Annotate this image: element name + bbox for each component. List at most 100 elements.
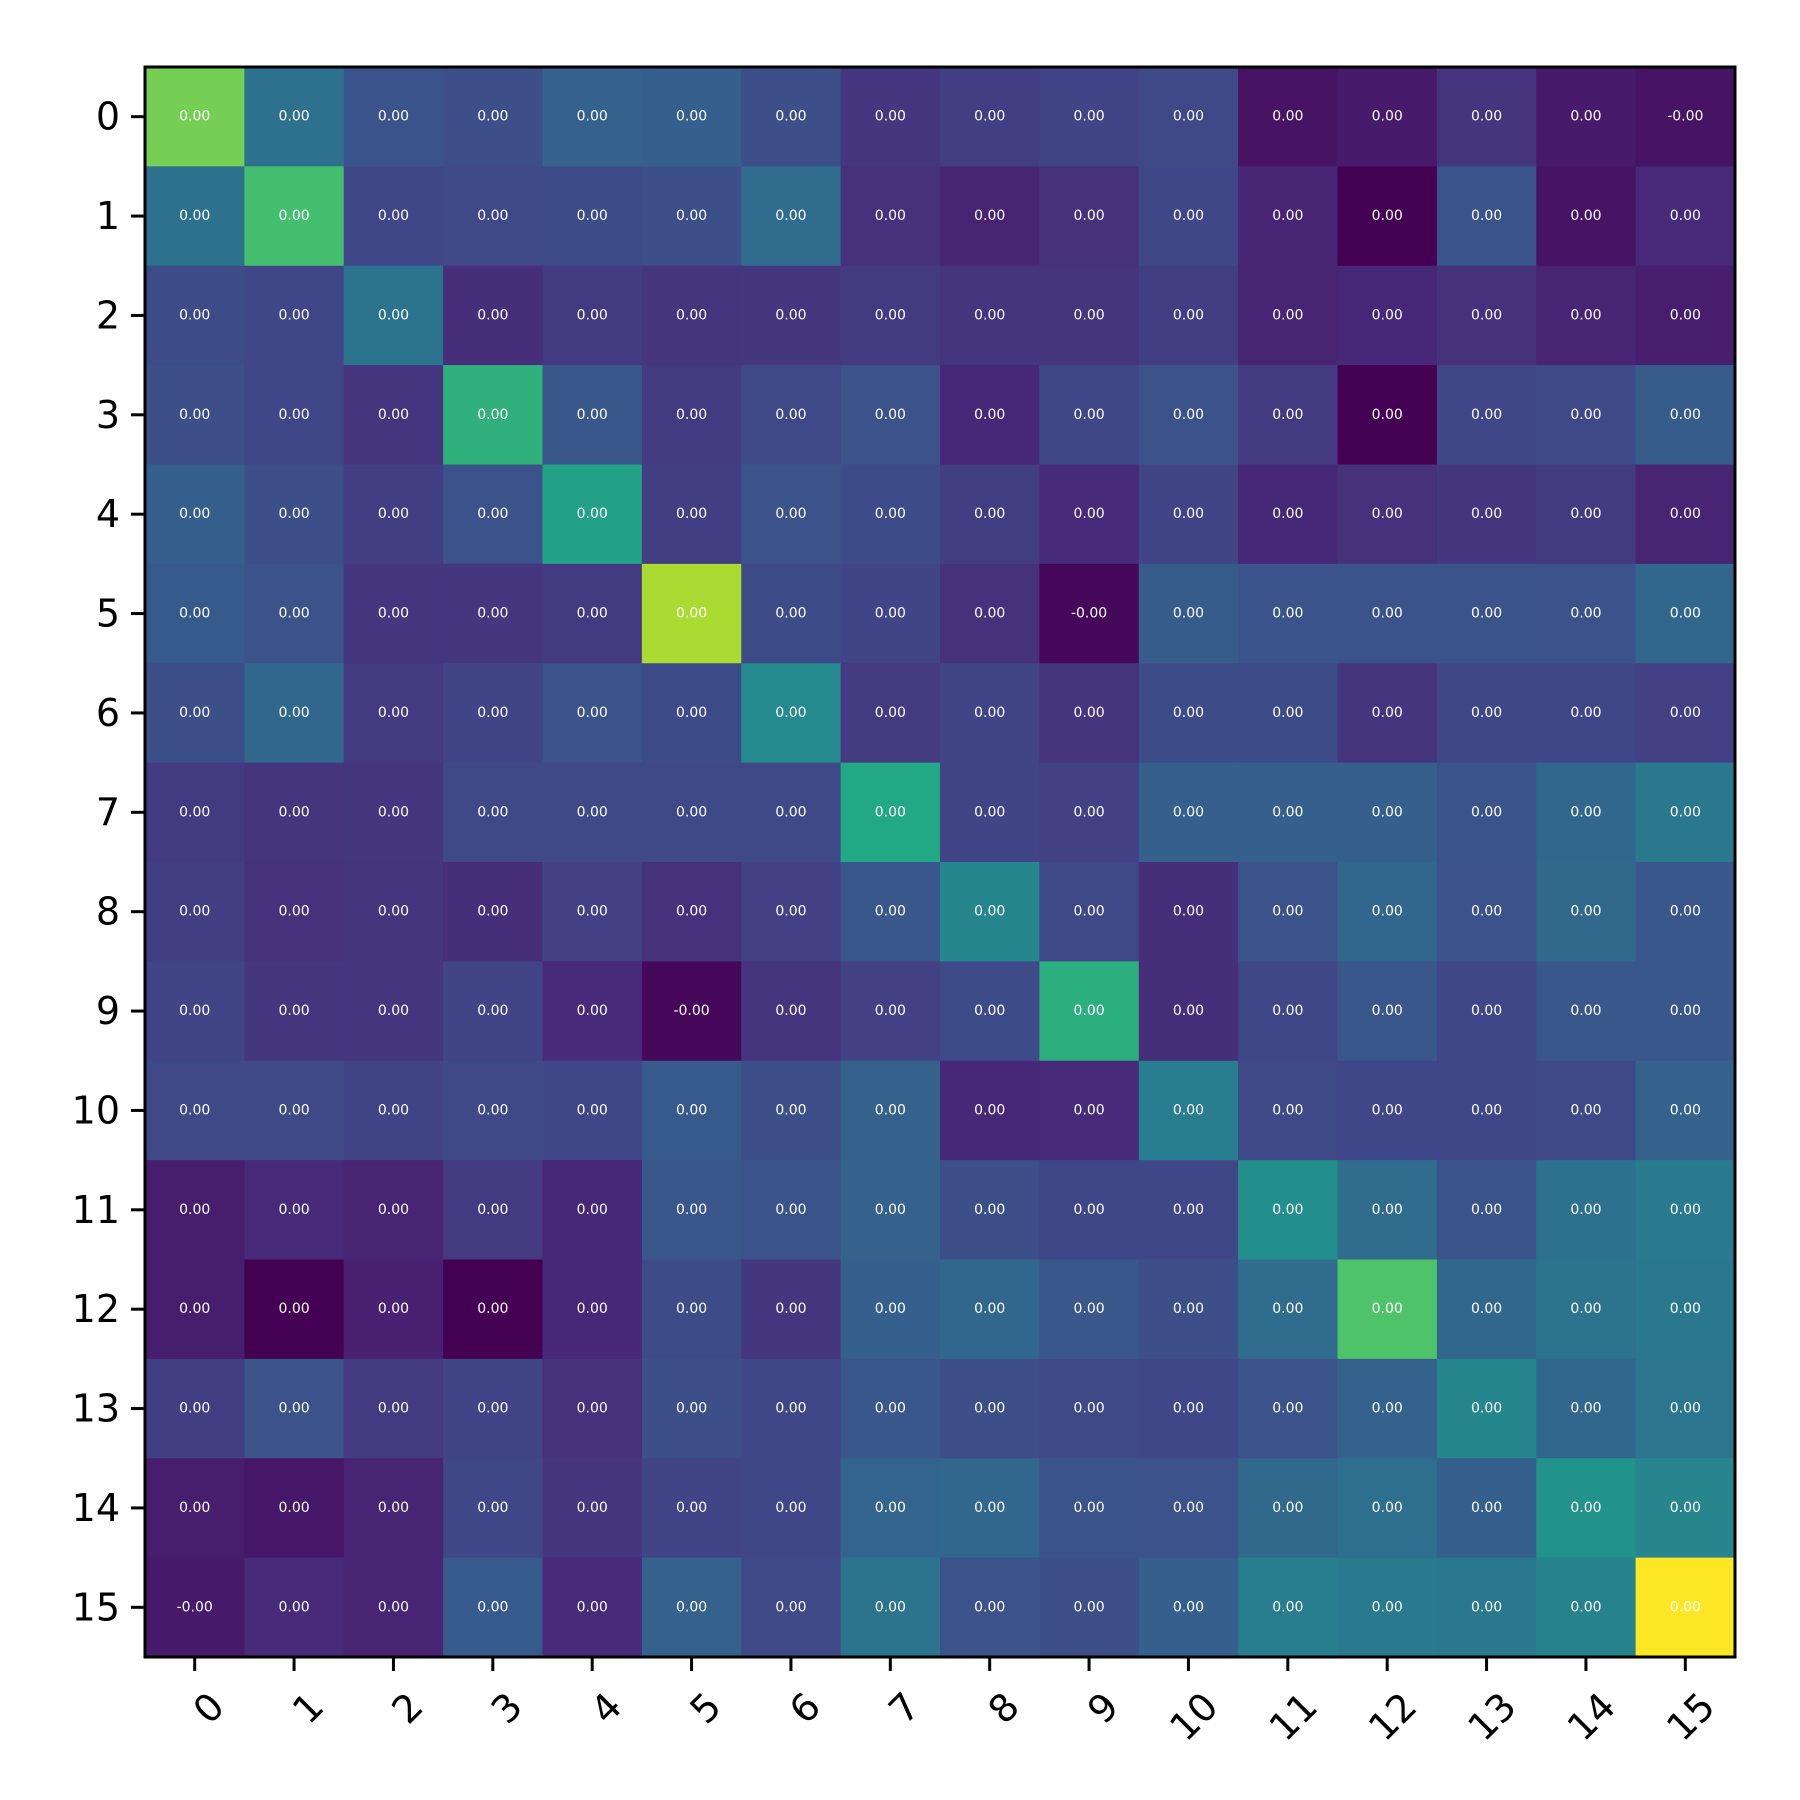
cell-value-label-r2-c6: 0.00: [775, 307, 806, 323]
heatmap-cell-r3-c1: [244, 365, 345, 466]
heatmap-cell-r15-c4: [542, 1557, 643, 1658]
x-tick-label: 10: [1161, 1684, 1226, 1749]
cell-value-label-r1-c3: 0.00: [477, 208, 508, 224]
cell-value-label-r7-c15: 0.00: [1670, 804, 1701, 820]
heatmap-cell-r11-c12: [1337, 1160, 1438, 1261]
heatmap-cell-r10-c14: [1536, 1060, 1637, 1161]
heatmap-cell-r13-c1: [244, 1358, 345, 1459]
heatmap-cell-r7-c2: [343, 762, 444, 863]
cell-value-label-r3-c12: 0.00: [1372, 407, 1403, 423]
cell-value-label-r5-c10: 0.00: [1173, 606, 1204, 622]
cell-value-label-r6-c10: 0.00: [1173, 705, 1204, 721]
cell-value-label-r1-c6: 0.00: [775, 208, 806, 224]
heatmap-cell-r3-c8: [940, 365, 1040, 466]
heatmap-cell-r11-c5: [641, 1160, 742, 1261]
heatmap-cell-r3-c15: [1635, 365, 1736, 466]
cell-value-label-r10-c4: 0.00: [577, 1102, 608, 1118]
heatmap-cell-r0-c13: [1436, 67, 1537, 167]
x-tick-label: 1: [284, 1684, 332, 1732]
cell-value-label-r10-c8: 0.00: [974, 1102, 1005, 1118]
heatmap-cell-r7-c13: [1436, 762, 1537, 863]
cell-value-label-r6-c13: 0.00: [1471, 705, 1502, 721]
cell-value-label-r11-c2: 0.00: [378, 1202, 409, 1218]
heatmap-cell-r5-c11: [1238, 563, 1339, 664]
heatmap-cell-r3-c0: [145, 365, 245, 466]
heatmap-cell-r6-c1: [244, 663, 345, 764]
cell-value-label-r6-c12: 0.00: [1372, 705, 1403, 721]
cell-value-label-r10-c2: 0.00: [378, 1102, 409, 1118]
y-tick-label: 15: [72, 1585, 120, 1629]
heatmap-cell-r14-c9: [1039, 1458, 1140, 1559]
cell-value-label-r10-c10: 0.00: [1173, 1102, 1204, 1118]
cell-value-label-r10-c5: 0.00: [676, 1102, 707, 1118]
cell-value-label-r4-c8: 0.00: [974, 506, 1005, 522]
y-tick-label: 14: [72, 1486, 120, 1530]
cell-value-label-r4-c9: 0.00: [1073, 506, 1104, 522]
cell-value-label-r0-c7: 0.00: [875, 109, 906, 125]
cell-value-label-r10-c11: 0.00: [1272, 1102, 1303, 1118]
cell-value-label-r9-c1: 0.00: [278, 1003, 309, 1019]
heatmap-cell-r3-c12: [1337, 365, 1438, 466]
heatmap-cell-r3-c4: [542, 365, 643, 466]
cell-value-label-r11-c1: 0.00: [278, 1202, 309, 1218]
heatmap-cell-r1-c13: [1436, 166, 1537, 267]
heatmap-cell-r1-c12: [1337, 166, 1438, 267]
cell-value-label-r2-c8: 0.00: [974, 307, 1005, 323]
cell-value-label-r13-c6: 0.00: [775, 1401, 806, 1417]
x-tick-label: 2: [383, 1684, 431, 1732]
cell-value-label-r8-c9: 0.00: [1073, 904, 1104, 920]
heatmap-cell-r13-c5: [641, 1358, 742, 1459]
heatmap-cell-r5-c12: [1337, 563, 1438, 664]
heatmap-cell-r14-c15: [1635, 1458, 1736, 1559]
cell-value-label-r11-c0: 0.00: [179, 1202, 210, 1218]
heatmap-cell-r14-c0: [145, 1458, 245, 1559]
x-tick-label: 6: [781, 1684, 829, 1732]
cell-value-label-r11-c7: 0.00: [875, 1202, 906, 1218]
cell-value-label-r14-c1: 0.00: [278, 1500, 309, 1516]
cell-value-label-r11-c4: 0.00: [577, 1202, 608, 1218]
heatmap-cell-r1-c5: [641, 166, 742, 267]
heatmap-cell-r6-c7: [840, 663, 941, 764]
heatmap-cell-r12-c7: [840, 1259, 941, 1360]
cell-value-label-r12-c3: 0.00: [477, 1301, 508, 1317]
heatmap-cell-r13-c11: [1238, 1358, 1339, 1459]
heatmap-cell-r0-c4: [542, 67, 643, 167]
cell-value-label-r4-c5: 0.00: [676, 506, 707, 522]
heatmap-cell-r4-c14: [1536, 464, 1637, 565]
cell-value-label-r12-c14: 0.00: [1570, 1301, 1601, 1317]
heatmap-cell-r14-c4: [542, 1458, 643, 1559]
cell-value-label-r6-c0: 0.00: [179, 705, 210, 721]
cell-value-label-r14-c8: 0.00: [974, 1500, 1005, 1516]
heatmap-cell-r2-c3: [443, 265, 544, 366]
heatmap-cell-r11-c7: [840, 1160, 941, 1261]
heatmap-cell-labels: 0.00 0.00 0.00 0.00 0.00 0.00 0.00 0.00 0.00 0.00…: [177, 109, 1704, 1616]
heatmap-cell-r6-c12: [1337, 663, 1438, 764]
cell-value-label-r3-c2: 0.00: [378, 407, 409, 423]
heatmap-cell-r4-c11: [1238, 464, 1339, 565]
y-tick-label: 8: [96, 890, 120, 934]
heatmap-cell-r4-c13: [1436, 464, 1537, 565]
heatmap-cell-r5-c0: [145, 563, 245, 664]
cell-value-label-r13-c3: 0.00: [477, 1401, 508, 1417]
heatmap-cell-r12-c5: [641, 1259, 742, 1360]
cell-value-label-r1-c11: 0.00: [1272, 208, 1303, 224]
cell-value-label-r14-c3: 0.00: [477, 1500, 508, 1516]
cell-value-label-r10-c9: 0.00: [1073, 1102, 1104, 1118]
cell-value-label-r7-c2: 0.00: [378, 804, 409, 820]
x-tick-label: 4: [582, 1684, 630, 1732]
cell-value-label-r12-c0: 0.00: [179, 1301, 210, 1317]
heatmap-cell-r10-c6: [741, 1060, 842, 1161]
heatmap-cell-r10-c10: [1138, 1060, 1239, 1161]
cell-value-label-r10-c7: 0.00: [875, 1102, 906, 1118]
cell-value-label-r5-c7: 0.00: [875, 606, 906, 622]
cell-value-label-r11-c8: 0.00: [974, 1202, 1005, 1218]
heatmap-cell-r7-c15: [1635, 762, 1736, 863]
heatmap-cell-r9-c12: [1337, 961, 1438, 1062]
heatmap-cell-r11-c10: [1138, 1160, 1239, 1261]
heatmap-cell-r14-c3: [443, 1458, 544, 1559]
heatmap-cell-r2-c6: [741, 265, 842, 366]
cell-value-label-r0-c6: 0.00: [775, 109, 806, 125]
cell-value-label-r5-c0: 0.00: [179, 606, 210, 622]
cell-value-label-r9-c13: 0.00: [1471, 1003, 1502, 1019]
